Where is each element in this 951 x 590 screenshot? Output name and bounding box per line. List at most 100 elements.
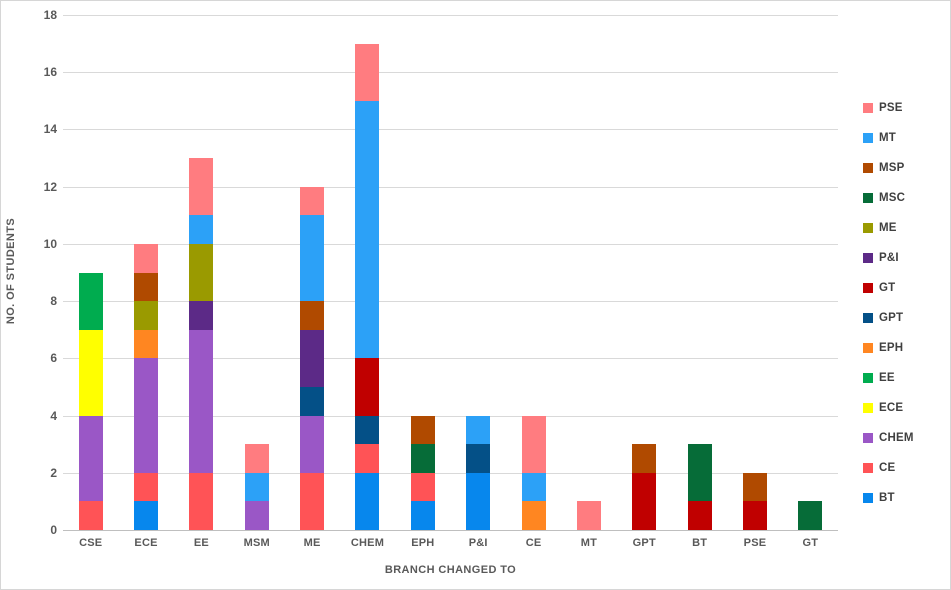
segment-mt-p-i[interactable] [466,415,491,445]
legend-swatch-icon [863,133,873,143]
y-tick-label: 16 [43,65,57,80]
segment-pse-ece[interactable] [134,243,159,273]
legend-item-pse[interactable]: PSE [863,93,948,123]
segment-gpt-p-i[interactable] [466,444,491,473]
legend-swatch-icon [863,463,873,473]
legend-swatch-icon [863,163,873,173]
segment-eph-ece[interactable] [134,329,159,359]
bar-me[interactable] [300,186,325,530]
segment-ee-cse[interactable] [78,272,103,330]
segment-p-i-ee[interactable] [189,301,214,330]
segment-mt-me[interactable] [300,215,325,302]
segment-pse-ce[interactable] [521,415,546,473]
legend-item-chem[interactable]: CHEM [863,423,948,453]
segment-ce-ece[interactable] [134,472,159,502]
segment-ce-cse[interactable] [78,501,103,530]
legend-item-me[interactable]: ME [863,213,948,243]
segment-msp-pse[interactable] [742,472,767,502]
segment-gpt-chem[interactable] [355,415,380,445]
legend-swatch-icon [863,283,873,293]
segment-gt-bt[interactable] [687,501,712,530]
segment-mt-chem[interactable] [355,100,380,359]
segment-chem-cse[interactable] [78,415,103,502]
segment-me-ece[interactable] [134,301,159,330]
y-tick-label: 12 [43,179,57,194]
segment-gt-gpt[interactable] [632,472,657,530]
segment-pse-msm[interactable] [244,444,269,473]
legend-swatch-icon [863,403,873,413]
legend-item-mt[interactable]: MT [863,123,948,153]
y-tick-label: 14 [43,122,57,137]
segment-gt-pse[interactable] [742,501,767,530]
legend-item-gt[interactable]: GT [863,273,948,303]
segment-me-ee[interactable] [189,243,214,302]
legend-item-msc[interactable]: MSC [863,183,948,213]
segment-p-i-me[interactable] [300,329,325,387]
bar-ece[interactable] [134,243,159,530]
segment-eph-ce[interactable] [521,501,546,530]
bar-cse[interactable] [78,272,103,530]
segment-msp-eph[interactable] [410,415,435,445]
segment-ce-chem[interactable] [355,444,380,473]
legend-label: GT [879,282,896,294]
segment-pse-me[interactable] [300,186,325,216]
segment-msc-eph[interactable] [410,444,435,473]
legend-label: ME [879,222,897,234]
x-category-label-msm: MSM [243,537,270,549]
segment-mt-ce[interactable] [521,472,546,502]
legend-label: MT [879,132,897,144]
segment-msp-me[interactable] [300,301,325,330]
segment-pse-chem[interactable] [355,43,380,101]
legend-swatch-icon [863,103,873,113]
legend-item-p-i[interactable]: P&I [863,243,948,273]
x-axis-category-labels: CSE ECE EE MSM ME CHEM EPH P&I CE MT GPT BT PSE GT [63,537,838,549]
segment-gpt-me[interactable] [300,386,325,416]
legend-label: EPH [879,342,904,354]
segment-pse-mt[interactable] [576,501,601,530]
segment-msp-ece[interactable] [134,272,159,302]
segment-chem-ece[interactable] [134,358,159,473]
segment-msp-gpt[interactable] [632,444,657,473]
legend-label: MSP [879,162,905,174]
segment-pse-ee[interactable] [189,158,214,216]
segment-msc-bt[interactable] [687,444,712,502]
segment-mt-msm[interactable] [244,472,269,502]
legend-item-eph[interactable]: EPH [863,333,948,363]
segment-mt-ee[interactable] [189,215,214,244]
legend-item-msp[interactable]: MSP [863,153,948,183]
legend-item-ce[interactable]: CE [863,453,948,483]
bar-gpt[interactable] [632,444,657,530]
bar-chem[interactable] [355,43,380,530]
legend-label: PSE [879,102,903,114]
segment-bt-chem[interactable] [355,472,380,530]
gridline [63,186,838,188]
legend-item-gpt[interactable]: GPT [863,303,948,333]
bar-ce[interactable] [521,415,546,530]
segment-bt-eph[interactable] [410,501,435,530]
segment-ce-me[interactable] [300,472,325,530]
bar-pse[interactable] [742,472,767,530]
segment-chem-me[interactable] [300,415,325,473]
bar-mt[interactable] [576,501,601,530]
segment-bt-ece[interactable] [134,501,159,530]
segment-ce-ee[interactable] [189,472,214,530]
y-tick-label: 0 [50,523,57,537]
segment-gt-chem[interactable] [355,358,380,416]
segment-bt-p-i[interactable] [466,472,491,530]
y-tick-label: 8 [50,294,57,309]
bar-ee[interactable] [189,158,214,530]
segment-ce-eph[interactable] [410,472,435,502]
segment-chem-ee[interactable] [189,329,214,473]
segment-msc-gt[interactable] [798,501,823,530]
segment-ece-cse[interactable] [78,329,103,416]
bar-msm[interactable] [244,444,269,530]
legend-item-ece[interactable]: ECE [863,393,948,423]
segment-chem-msm[interactable] [244,501,269,530]
legend-item-bt[interactable]: BT [863,483,948,513]
legend-item-ee[interactable]: EE [863,363,948,393]
bar-eph[interactable] [410,415,435,530]
bar-p-i[interactable] [466,415,491,530]
legend-swatch-icon [863,493,873,503]
bar-gt[interactable] [798,501,823,530]
bar-bt[interactable] [687,444,712,530]
